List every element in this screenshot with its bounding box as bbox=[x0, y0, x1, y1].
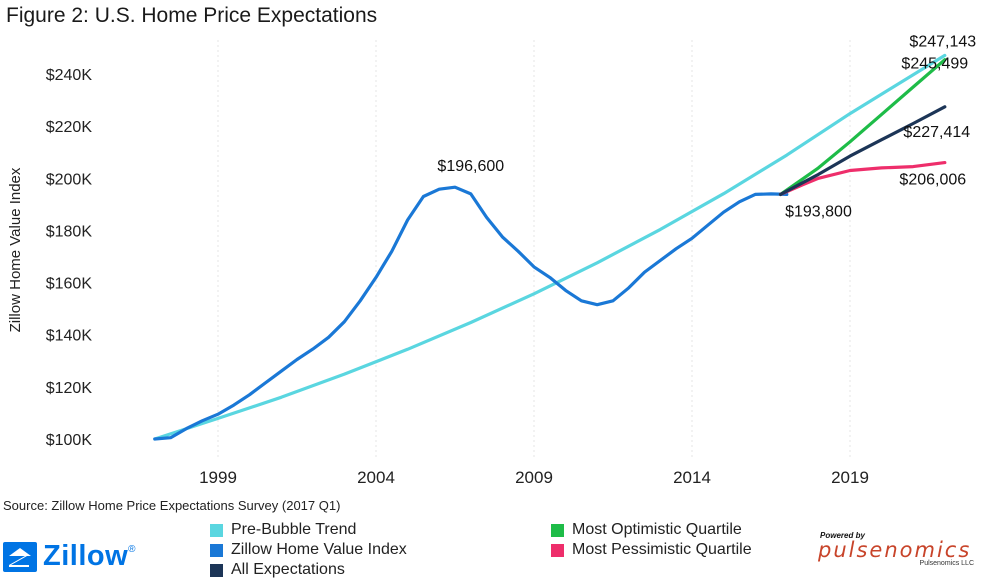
data-label-5: $206,006 bbox=[899, 172, 966, 189]
y-tick-label-2: $140K bbox=[46, 328, 93, 345]
source-note: Source: Zillow Home Price Expectations S… bbox=[3, 498, 341, 513]
legend-swatch-zhvi bbox=[210, 543, 223, 557]
y-tick-label-1: $120K bbox=[46, 380, 93, 397]
y-tick-label-0: $100K bbox=[46, 432, 93, 449]
zillow-house-icon bbox=[3, 541, 37, 572]
y-axis-label: Zillow Home Value Index bbox=[7, 167, 24, 332]
legend-item-all-expectations: All Expectations bbox=[210, 561, 345, 579]
x-tick-label-4: 2019 bbox=[831, 468, 869, 487]
zillow-logo: Zillow ® bbox=[3, 540, 136, 573]
line-most-pessimistic bbox=[778, 161, 947, 196]
legend-item-optimistic: Most Optimistic Quartile bbox=[551, 521, 742, 539]
legend-item-pre-bubble: Pre-Bubble Trend bbox=[210, 521, 356, 539]
legend-label-zhvi: Zillow Home Value Index bbox=[231, 541, 407, 558]
x-tick-label-0: 1999 bbox=[199, 468, 237, 487]
data-label-1: $193,800 bbox=[785, 203, 852, 220]
zillow-registered-mark: ® bbox=[128, 544, 136, 555]
line-most-optimistic bbox=[778, 58, 947, 196]
pulsenomics-sub: Pulsenomics LLC bbox=[919, 560, 974, 567]
legend-label-pessimistic: Most Pessimistic Quartile bbox=[572, 541, 752, 558]
line-pre-bubble-trend bbox=[153, 53, 947, 441]
pulsenomics-logo: Powered by pulsenomics Pulsenomics LLC bbox=[818, 531, 982, 567]
x-tick-label-3: 2014 bbox=[673, 468, 711, 487]
legend-swatch-optimistic bbox=[551, 523, 564, 537]
legend-label-all-expectations: All Expectations bbox=[231, 561, 345, 578]
zillow-wordmark: Zillow bbox=[43, 540, 129, 572]
y-tick-label-5: $200K bbox=[46, 171, 93, 188]
legend-label-pre-bubble: Pre-Bubble Trend bbox=[231, 521, 357, 538]
data-label-3: $245,499 bbox=[901, 56, 968, 73]
legend-label-optimistic: Most Optimistic Quartile bbox=[572, 521, 742, 538]
chart-title: Figure 2: U.S. Home Price Expectations bbox=[6, 4, 378, 27]
y-tick-label-6: $220K bbox=[46, 119, 93, 136]
legend-swatch-all-expectations bbox=[210, 563, 223, 577]
legend-swatch-pessimistic bbox=[551, 543, 564, 557]
data-label-4: $227,414 bbox=[903, 124, 970, 141]
y-tick-label-7: $240K bbox=[46, 67, 93, 84]
x-tick-label-2: 2009 bbox=[515, 468, 553, 487]
pulsenomics-powered-by: Powered by bbox=[820, 531, 865, 540]
legend-swatch-pre-bubble bbox=[210, 523, 223, 537]
x-tick-label-1: 2004 bbox=[357, 468, 395, 487]
y-tick-label-4: $180K bbox=[46, 223, 93, 240]
y-tick-label-3: $160K bbox=[46, 276, 93, 293]
legend-item-pessimistic: Most Pessimistic Quartile bbox=[551, 541, 752, 559]
line-zillow-home-value-index bbox=[153, 185, 789, 441]
data-label-0: $196,600 bbox=[437, 158, 504, 175]
line-all-expectations bbox=[778, 105, 947, 196]
pulsenomics-wordmark: pulsenomics bbox=[818, 538, 972, 562]
data-label-2: $247,143 bbox=[909, 33, 976, 50]
chart-svg: $100K $120K $140K $160K $180K $200K $220K $240K… bbox=[7, 33, 976, 487]
legend-item-zhvi: Zillow Home Value Index bbox=[210, 541, 407, 559]
